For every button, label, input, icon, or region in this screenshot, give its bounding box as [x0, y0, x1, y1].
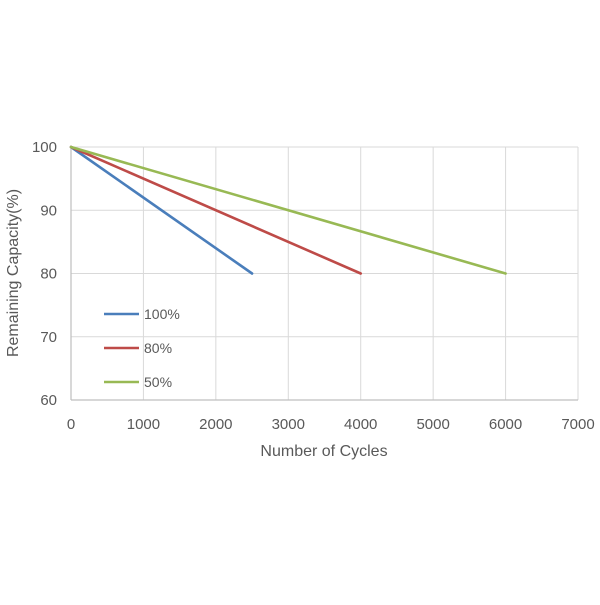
legend-label-2: 80%	[144, 340, 172, 356]
legend-label-3: 50%	[144, 374, 172, 390]
y-axis-title: Remaining Capacity(%)	[5, 189, 22, 357]
x-tick-label-1000: 1000	[127, 416, 160, 433]
x-axis-title: Number of Cycles	[260, 443, 387, 460]
x-tick-label-4000: 4000	[344, 416, 377, 433]
x-tick-label-7000: 7000	[561, 416, 594, 433]
series-line-2	[69, 145, 363, 275]
axes-layer: 0 1000 2000 3000 4000 5000 6000 7000 60 70 80 90 100	[32, 139, 595, 433]
y-tick-label-70: 70	[40, 329, 57, 346]
series-line-3	[69, 145, 507, 275]
legend-label-1: 100%	[144, 306, 180, 322]
x-tick-label-2000: 2000	[199, 416, 232, 433]
series-layer	[69, 145, 507, 275]
y-tick-label-100: 100	[32, 139, 57, 156]
x-tick-label-0: 0	[67, 416, 75, 433]
y-tick-label-90: 90	[40, 202, 57, 219]
x-tick-label-5000: 5000	[416, 416, 449, 433]
y-tick-label-60: 60	[40, 392, 57, 409]
y-tick-label-80: 80	[40, 266, 57, 283]
x-tick-label-6000: 6000	[489, 416, 522, 433]
legend: 100% 80% 50%	[104, 306, 180, 390]
series-line-1	[69, 145, 254, 275]
x-tick-label-3000: 3000	[272, 416, 305, 433]
